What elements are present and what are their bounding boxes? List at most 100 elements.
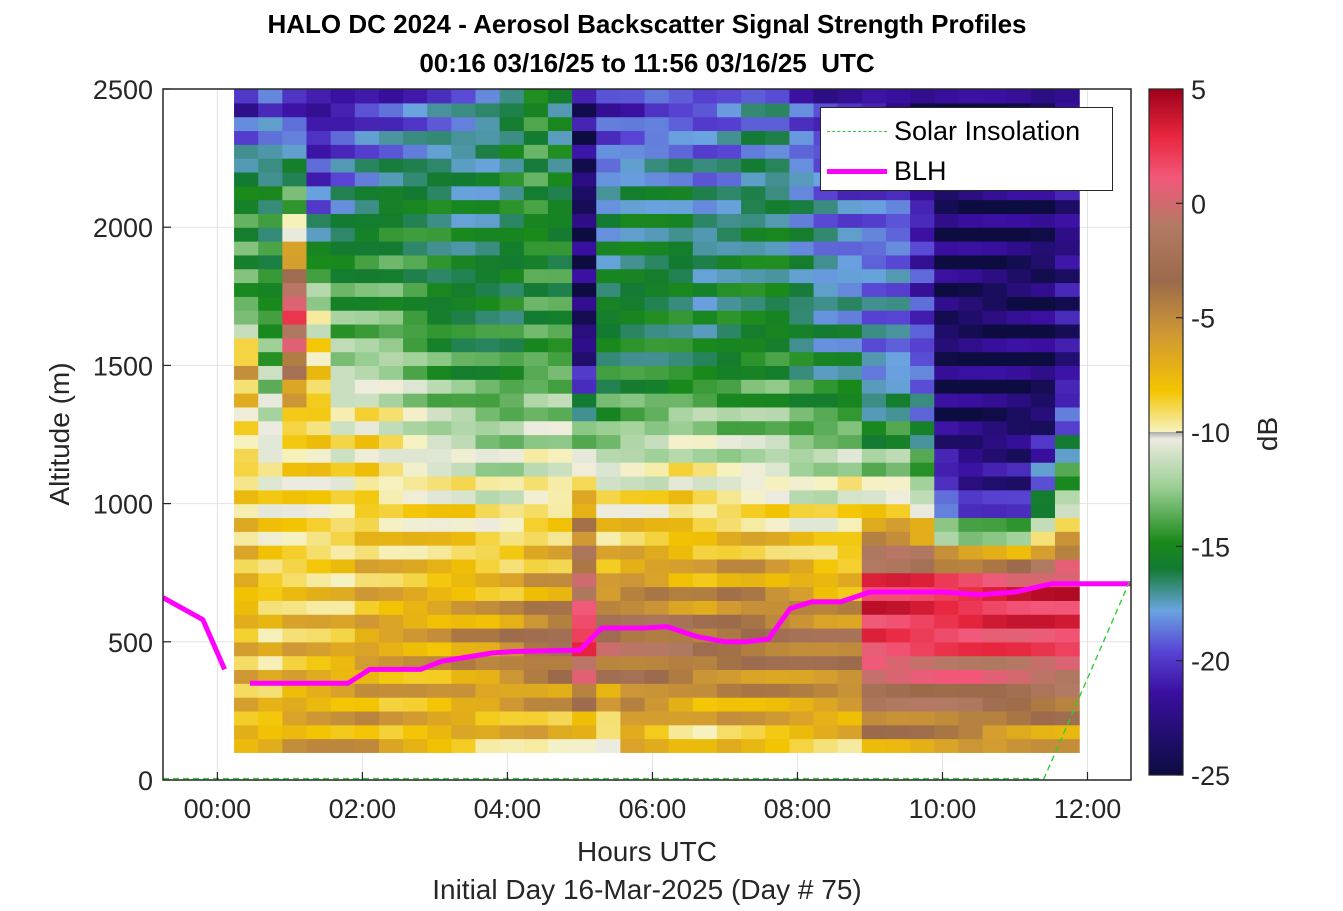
heatmap-cell: [523, 475, 549, 491]
heatmap-cell: [1055, 337, 1080, 353]
heatmap-cell: [234, 406, 259, 422]
heatmap-cell: [716, 503, 742, 519]
heatmap-cell: [813, 683, 839, 698]
heatmap-cell: [234, 448, 259, 463]
heatmap-cell: [282, 558, 308, 574]
heatmap-cell: [982, 89, 1008, 104]
heatmap-cell: [306, 420, 332, 436]
heatmap-cell: [572, 517, 597, 532]
heatmap-cell: [547, 627, 573, 643]
heatmap-cell: [354, 420, 380, 436]
heatmap-cell: [378, 185, 404, 201]
heatmap-cell: [475, 517, 501, 532]
heatmap-cell: [982, 669, 1008, 684]
heatmap-cell: [451, 614, 477, 629]
heatmap-cell: [910, 531, 935, 546]
heatmap-cell: [813, 241, 839, 256]
heatmap-cell: [934, 241, 960, 256]
heatmap-cell: [1030, 545, 1056, 560]
heatmap-cell: [1030, 393, 1056, 408]
heatmap-cell: [934, 475, 960, 491]
heatmap-cell: [403, 503, 428, 519]
heatmap-cell: [330, 116, 356, 132]
heatmap-cell: [1030, 227, 1056, 242]
heatmap-cell: [668, 268, 694, 284]
heatmap-cell: [1055, 434, 1080, 449]
heatmap-cell: [1055, 406, 1080, 422]
heatmap-cell: [596, 296, 621, 311]
heatmap-cell: [330, 393, 356, 408]
heatmap-cell: [934, 572, 960, 588]
heatmap-cell: [741, 89, 766, 104]
heatmap-cell: [958, 517, 984, 532]
heatmap-cell: [741, 641, 766, 657]
heatmap-cell: [741, 102, 766, 118]
heatmap-cell: [596, 406, 621, 422]
heatmap-cell: [378, 406, 404, 422]
heatmap-cell: [716, 144, 742, 159]
heatmap-cell: [958, 627, 984, 643]
heatmap-cell: [813, 254, 839, 270]
heatmap-cell: [258, 531, 283, 546]
heatmap-cell: [620, 323, 646, 339]
colorbar-label: dB: [1252, 416, 1283, 452]
heatmap-cell: [258, 323, 283, 339]
heatmap-cell: [644, 462, 670, 477]
heatmap-cell: [885, 351, 911, 366]
heatmap-cell: [644, 406, 670, 422]
heatmap-cell: [547, 310, 573, 325]
heatmap-cell: [523, 310, 549, 325]
heatmap-cell: [451, 144, 477, 159]
heatmap-cell: [789, 448, 815, 463]
heatmap-cell: [765, 379, 791, 394]
heatmap-cell: [234, 241, 259, 256]
heatmap-cell: [1030, 614, 1056, 629]
heatmap-cell: [885, 572, 911, 588]
heatmap-cell: [403, 462, 428, 477]
heatmap-cell: [596, 710, 621, 726]
heatmap-cell: [378, 669, 404, 684]
heatmap-cell: [1055, 310, 1080, 325]
heatmap-cell: [958, 310, 984, 325]
heatmap-cell: [692, 213, 718, 228]
heatmap-cell: [837, 572, 863, 588]
heatmap-cell: [572, 158, 597, 173]
heatmap-cell: [668, 558, 694, 574]
heatmap-cell: [644, 227, 670, 242]
heatmap-cell: [596, 171, 621, 187]
heatmap-cell: [354, 144, 380, 159]
heatmap-cell: [716, 738, 742, 753]
heatmap-cell: [306, 641, 332, 657]
y-axis-label: Altitude (m): [44, 362, 75, 506]
heatmap-cell: [620, 171, 646, 187]
heatmap-cell: [547, 130, 573, 145]
heatmap-cell: [910, 655, 935, 671]
heatmap-cell: [1030, 531, 1056, 546]
heatmap-cell: [258, 517, 283, 532]
heatmap-cell: [378, 337, 404, 353]
heatmap-cell: [692, 310, 718, 325]
heatmap-cell: [668, 462, 694, 477]
heatmap-cell: [572, 406, 597, 422]
heatmap-cell: [330, 241, 356, 256]
heatmap-cell: [716, 655, 742, 671]
heatmap-cell: [547, 614, 573, 629]
heatmap-cell: [692, 655, 718, 671]
heatmap-cell: [716, 724, 742, 740]
heatmap-cell: [547, 724, 573, 740]
heatmap-cell: [1030, 254, 1056, 270]
heatmap-cell: [668, 517, 694, 532]
heatmap-cell: [813, 199, 839, 214]
heatmap-cell: [861, 724, 887, 740]
heatmap-cell: [258, 627, 283, 643]
heatmap-cell: [403, 448, 428, 463]
heatmap-cell: [234, 393, 259, 408]
heatmap-cell: [330, 655, 356, 671]
heatmap-cell: [451, 296, 477, 311]
heatmap-cell: [234, 724, 259, 740]
heatmap-cell: [789, 697, 815, 712]
legend: Solar Insolation BLH: [820, 107, 1113, 191]
heatmap-cell: [596, 310, 621, 325]
heatmap-cell: [837, 89, 863, 104]
heatmap-cell: [282, 351, 308, 366]
